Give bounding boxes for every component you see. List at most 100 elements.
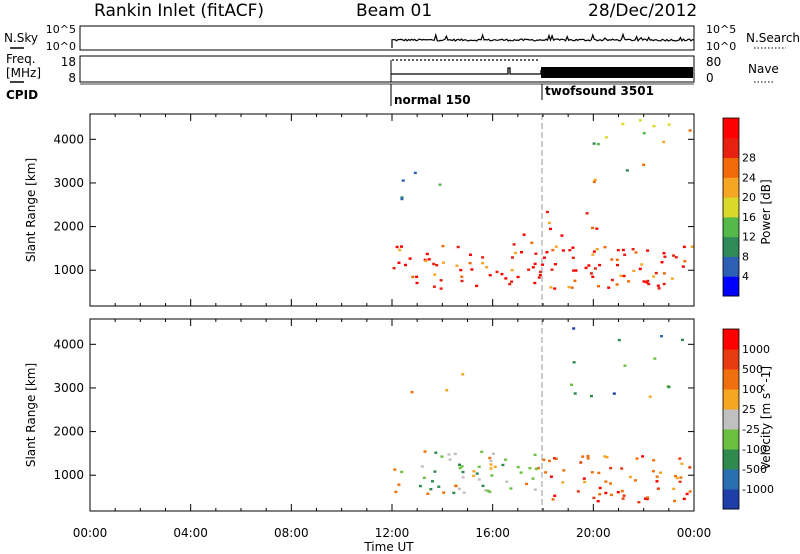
heatmap-cell [545,210,549,214]
heatmap-cell [525,482,528,486]
heatmap-cell [400,470,404,474]
heatmap-cell [672,487,676,491]
colorbar-segment [723,118,739,139]
colorbar-tick-label: 1000 [742,343,770,356]
heatmap-cell [432,285,436,288]
heatmap-cell [510,269,514,272]
colorbar-tick-label: -500 [742,463,767,476]
heatmap-cell [488,456,492,460]
heatmap-cell [489,467,493,470]
heatmap-cell [604,136,608,139]
power-panel: 1000 2000 3000 4000 Slant Range [km] 4 8 12 16… [24,113,773,307]
heatmap-cell [638,119,642,122]
heatmap-cell [656,487,660,490]
heatmap-cell [533,281,537,285]
heatmap-cell [480,450,484,453]
heatmap-cell [458,463,461,466]
heatmap-cell [584,266,588,270]
heatmap-cell [531,477,535,480]
heatmap-cell [603,246,607,249]
heatmap-cell [536,466,540,470]
heatmap-cell [597,285,600,288]
freq-tick-top: 18 [61,55,76,69]
heatmap-cell [616,491,620,494]
velocity-axis: 1000 2000 3000 4000 [53,319,695,511]
heatmap-cell [670,277,674,280]
heatmap-cell [688,466,692,469]
heatmap-cell [585,212,589,215]
heatmap-cell [475,284,479,288]
range-tick-label: 4000 [53,337,84,351]
heatmap-cell [553,457,556,460]
heatmap-cell [488,274,492,277]
heatmap-cell [573,392,577,395]
cpid-mode-2: twofsound 3501 [545,84,654,98]
heatmap-cell [654,271,658,275]
heatmap-cell [393,468,397,471]
heatmap-cell [481,256,485,259]
heatmap-cell [679,476,683,479]
heatmap-cell [420,465,424,468]
heatmap-cell [442,261,445,264]
heatmap-cell [646,496,650,499]
heatmap-cell [597,471,601,475]
power-heatmap [392,119,694,290]
heatmap-cell [544,471,548,474]
colorbar-segment [723,329,739,350]
heatmap-cell [591,275,595,278]
heatmap-cell [646,279,650,283]
heatmap-cell [458,466,462,470]
nsky-tick-bottom: 10^0 [46,40,76,53]
heatmap-cell [459,268,463,272]
heatmap-cell [642,280,646,283]
heatmap-cell [586,454,590,458]
heatmap-cell [472,474,476,478]
heatmap-cell [549,286,553,289]
colorbar-segment [723,256,739,277]
heatmap-cell [642,163,646,166]
heatmap-cell [616,263,619,267]
time-tick-label: 00:00 [677,526,712,540]
heatmap-cell [542,256,546,259]
heatmap-cell [582,477,586,480]
heatmap-cell [481,261,485,265]
heatmap-cell [545,251,549,254]
heatmap-cell [637,501,641,504]
heatmap-cell [475,472,479,475]
heatmap-cell [642,132,646,135]
heatmap-cell [675,476,679,480]
heatmap-cell [553,494,557,497]
colorbar-segment [723,276,739,297]
freq-frame [79,55,695,83]
heatmap-cell [610,258,614,261]
heatmap-cell [431,480,434,483]
heatmap-cell [516,275,520,279]
heatmap-cell [513,251,517,255]
heatmap-cell [590,394,593,398]
heatmap-cell [442,491,446,494]
nsearch-label: N.Search [746,31,800,45]
velocity-colorbar: 1000 500 100 25 -25 -100 -500 -1000 [722,328,774,510]
heatmap-cell [625,169,629,172]
heatmap-cell [411,275,415,279]
heatmap-cell [426,492,430,495]
heatmap-cell [437,485,441,488]
heatmap-cell [646,249,650,252]
range-tick-label: 2000 [53,425,84,439]
heatmap-cell [621,122,625,126]
colorbar-tick-label: 20 [742,191,756,204]
colorbar-segment [723,197,739,218]
heatmap-cell [400,245,403,248]
heatmap-cell [579,461,583,464]
heatmap-cell [512,243,516,246]
heatmap-cell [660,261,664,264]
nsearch-tick-bottom: 10^0 [706,40,736,53]
colorbar-segment [723,489,739,510]
heatmap-cell [648,395,652,398]
power-axis: 1000 2000 3000 4000 [53,114,695,306]
colorbar-segment [723,177,739,198]
heatmap-cell [418,484,422,488]
colorbar-tick-label: 24 [742,171,756,184]
heatmap-cell [522,233,526,236]
power-colorbar-label: Power [dB] [759,179,773,244]
